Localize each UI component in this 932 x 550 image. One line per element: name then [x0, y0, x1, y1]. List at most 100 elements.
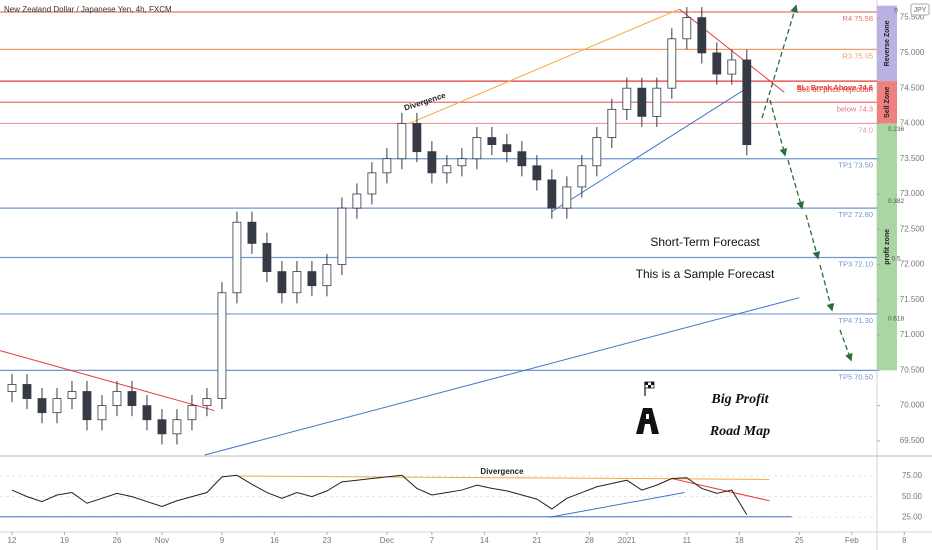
- candle-body: [37, 398, 47, 414]
- candle-body: [262, 242, 272, 272]
- candle-body: [292, 271, 302, 294]
- fib-label: 0.618: [888, 316, 905, 323]
- road-icon-stripe: [646, 414, 649, 419]
- rsi-tick-label: 25.00: [902, 512, 923, 521]
- x-tick-label: 26: [113, 536, 122, 545]
- zone-label: profit zone: [884, 229, 891, 265]
- chart-title: New Zealand Dollar / Japanese Yen, 4h, F…: [4, 5, 172, 14]
- candle-body: [172, 419, 182, 435]
- x-tick-label: 14: [480, 536, 489, 545]
- forecast-arrow: [787, 159, 804, 210]
- candle-body: [547, 179, 557, 209]
- candle-body: [487, 137, 497, 146]
- x-tick-label: 19: [60, 536, 69, 545]
- y-tick-label: 71.500: [900, 295, 925, 304]
- candle-body: [472, 137, 482, 160]
- candle-body: [232, 221, 242, 294]
- candle-body: [367, 172, 377, 195]
- flag-icon: [644, 381, 655, 396]
- zone-label: Sell Zone: [884, 87, 891, 118]
- zone-label: Reverse Zone: [884, 20, 891, 66]
- big-profit: Big Profit: [710, 392, 769, 407]
- rsi-tick-label: 50.00: [902, 492, 923, 501]
- y-tick-label: 75.500: [900, 13, 925, 22]
- forecast-title: Short-Term Forecast: [650, 235, 760, 249]
- trendline: [409, 8, 680, 124]
- level-label: SL: Break Above 74.6: [797, 83, 873, 92]
- x-tick-label: Feb: [845, 536, 859, 545]
- candle-body: [682, 17, 692, 40]
- candle-body: [322, 264, 332, 287]
- level-label: TP4 71.30: [838, 316, 873, 325]
- fib-label: 0: [894, 7, 898, 14]
- candle-body: [517, 151, 527, 167]
- candle-body: [217, 292, 227, 399]
- candle-body: [202, 398, 212, 407]
- candle-body: [97, 405, 107, 421]
- zone: [877, 5, 897, 82]
- level-label: R3 75.05: [843, 51, 873, 60]
- x-tick-label: 16: [270, 536, 279, 545]
- candle-body: [532, 165, 542, 181]
- y-tick-label: 72.000: [900, 260, 925, 269]
- candle-body: [742, 59, 752, 146]
- x-tick-label: 28: [585, 536, 594, 545]
- y-tick-label: 73.500: [900, 154, 925, 163]
- x-tick-label: 18: [735, 536, 744, 545]
- forecast-arrows: [761, 4, 853, 362]
- y-tick-label: 70.500: [900, 365, 925, 374]
- candle-body: [607, 108, 617, 138]
- fib-label: 0.236: [888, 126, 905, 133]
- candle-body: [187, 405, 197, 421]
- rsi-line: [11, 474, 748, 515]
- y-tick-label: 72.500: [900, 224, 925, 233]
- forecast-arrow: [769, 99, 788, 157]
- x-tick-label: 21: [532, 536, 541, 545]
- level-label: TP2 72.80: [838, 210, 873, 219]
- candle-body: [337, 207, 347, 265]
- candle-body: [22, 384, 32, 399]
- candle-body: [127, 391, 137, 407]
- trendline: [551, 87, 748, 213]
- x-tick-label: 2021: [618, 536, 636, 545]
- candle-body: [352, 193, 362, 209]
- x-tick-label: 7: [430, 536, 435, 545]
- x-tick-label: 23: [322, 536, 331, 545]
- currency-label: JPY: [914, 7, 927, 14]
- trendline: [239, 475, 770, 480]
- candle-body: [727, 59, 737, 75]
- candle-body: [412, 123, 422, 153]
- rsi-tick-label: 75.00: [902, 471, 923, 480]
- x-tick-label: 25: [795, 536, 804, 545]
- currency-badge: [910, 3, 930, 16]
- x-tick-label: Nov: [155, 536, 169, 545]
- trendline: [549, 492, 685, 518]
- forecast-note: This is a Sample Forecast: [636, 267, 775, 281]
- zone: [877, 123, 897, 371]
- candle-body: [697, 17, 707, 54]
- x-tick-label: 11: [683, 536, 692, 545]
- candle-body: [67, 391, 77, 399]
- candle-body: [592, 137, 602, 167]
- y-tick-label: 73.000: [900, 189, 925, 198]
- candle-body: [442, 165, 452, 174]
- level-label: TP5 70.50: [838, 372, 873, 381]
- candle-body: [382, 158, 392, 174]
- fib-label: 0.5: [891, 256, 900, 263]
- forecast-arrow: [839, 329, 853, 362]
- candle-body: [307, 271, 317, 287]
- x-tick-label: Dec: [380, 536, 394, 545]
- sell-note: Sell on price rejection: [797, 85, 873, 94]
- trendline: [671, 478, 770, 502]
- x-tick-label: 12: [8, 536, 17, 545]
- y-tick-label: 75.000: [900, 48, 925, 57]
- candle-body: [52, 398, 62, 414]
- level-label: below 74.3: [837, 104, 873, 113]
- candle-body: [247, 221, 257, 244]
- candle-body: [82, 391, 92, 421]
- y-tick-label: 70.000: [900, 401, 925, 410]
- road-map: Road Map: [709, 424, 770, 439]
- candle-body: [502, 144, 512, 153]
